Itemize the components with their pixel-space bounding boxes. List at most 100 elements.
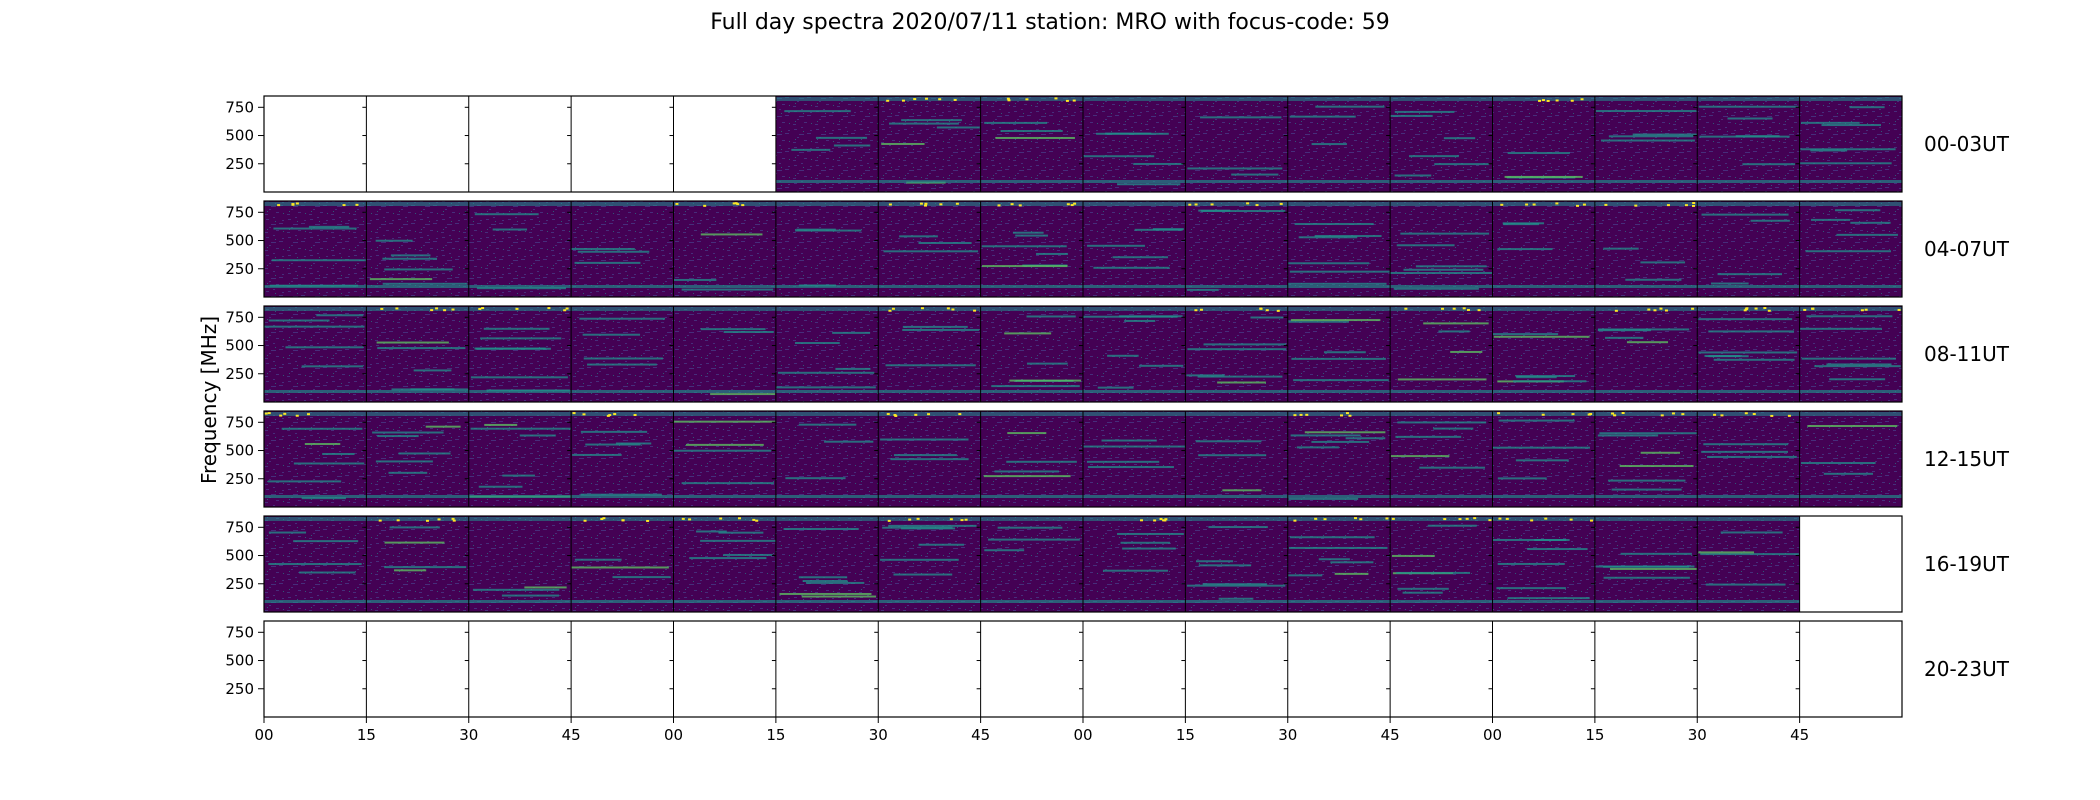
row-label: 00-03UT [1924,132,2010,156]
spectral-band [264,307,367,311]
spectral-line [587,363,657,366]
y-tick-label: 750 [225,98,254,116]
spectral-line [794,342,840,345]
spectral-line [1288,320,1349,323]
spectral-band [1799,390,1902,393]
spectral-line [1120,541,1171,544]
spectrogram-panel [775,516,879,612]
spectrogram-panel [1697,306,1800,402]
peak-pixel [1582,203,1586,206]
peak-pixel [1018,204,1022,207]
x-tick-label: 45 [1790,726,1809,744]
spectral-line [1507,152,1570,155]
spectral-line [997,526,1063,529]
spectral-line [723,553,773,556]
spectral-band [1390,97,1493,101]
spectrogram-panel [1390,306,1493,402]
spectral-line [1000,129,1063,132]
peak-pixel [565,307,569,310]
spectral-line [1427,524,1477,527]
spectral-band [1492,180,1595,183]
spectrogram-panel [1287,96,1391,192]
spectral-band [878,285,981,288]
spectral-line [1139,364,1184,367]
spectral-line [1394,110,1455,113]
y-tick-label: 750 [225,308,254,326]
spectral-band [264,495,367,498]
spectral-line [835,367,871,370]
spectral-band [1185,517,1288,521]
spectrogram-fill [980,201,1083,297]
spectrogram-panel [366,516,469,612]
peak-pixel [964,518,968,521]
spectrogram-panel [1185,96,1288,192]
row-frame [263,305,1903,403]
spectral-line [472,588,560,591]
spectral-line [1087,244,1145,247]
y-tick-label: 750 [225,623,254,641]
peak-pixel [1500,203,1504,206]
spectral-band [980,600,1083,603]
spectrogram-panel [1492,96,1595,192]
peak-pixel [960,519,964,522]
spectral-line [1096,132,1169,135]
spectral-line [1396,571,1471,574]
y-tick-label: 500 [225,547,254,565]
y-tick-label: 500 [225,652,254,670]
spectral-line [390,254,431,257]
spectrogram-panel [1287,411,1391,507]
spectrogram-panel [878,306,981,402]
row-frame [263,515,1903,613]
empty-panel [1492,621,1595,717]
spectrogram-panel [571,306,674,402]
spectral-line [377,435,419,438]
spectrogram-fill [980,411,1083,507]
spectral-line [1805,250,1892,253]
spectral-line [375,239,413,242]
spectral-line [883,250,979,253]
spectrogram-panel [1083,306,1186,402]
spectral-line [501,594,560,597]
spectral-line [1290,536,1375,539]
spectral-line [579,317,666,320]
spectral-line [524,586,567,589]
spectral-line [1390,455,1450,458]
spectrogram-fill [366,411,469,507]
spectral-band [1492,307,1595,311]
peak-pixel [1194,203,1198,206]
spectral-band [878,180,981,183]
spectral-line [1810,149,1848,152]
spectral-line [1699,135,1790,138]
peak-pixel [927,413,931,416]
spectral-line [271,259,366,262]
spectral-line [1287,282,1387,285]
spectrogram-fill [1697,306,1800,402]
spectral-band [1594,495,1698,498]
spectral-band [775,600,879,603]
spectrogram-panel [1287,516,1391,612]
spectrogram-panel [1594,411,1698,507]
spectral-band [468,285,572,288]
spectral-line [1294,223,1374,226]
spectral-line [783,528,859,531]
spectrogram-panel [468,201,572,297]
spectral-line [1290,434,1361,437]
peak-pixel [886,99,890,102]
spectral-band [1492,202,1595,206]
spectral-band [1185,97,1288,101]
peak-pixel [1897,308,1901,311]
spectral-line [502,474,535,477]
spectral-line [1187,288,1219,291]
spectral-line [1814,365,1901,368]
spectral-band [980,390,1083,393]
spectral-band [1697,390,1800,393]
spectral-line [615,442,652,445]
spectral-line [1112,256,1169,259]
spectral-line [410,388,455,391]
spectrogram-fill [1083,201,1186,297]
peak-pixel [886,413,890,416]
spectral-line [994,470,1059,473]
spectral-band [775,412,879,416]
peak-pixel [1488,519,1492,522]
peak-pixel [267,412,271,415]
